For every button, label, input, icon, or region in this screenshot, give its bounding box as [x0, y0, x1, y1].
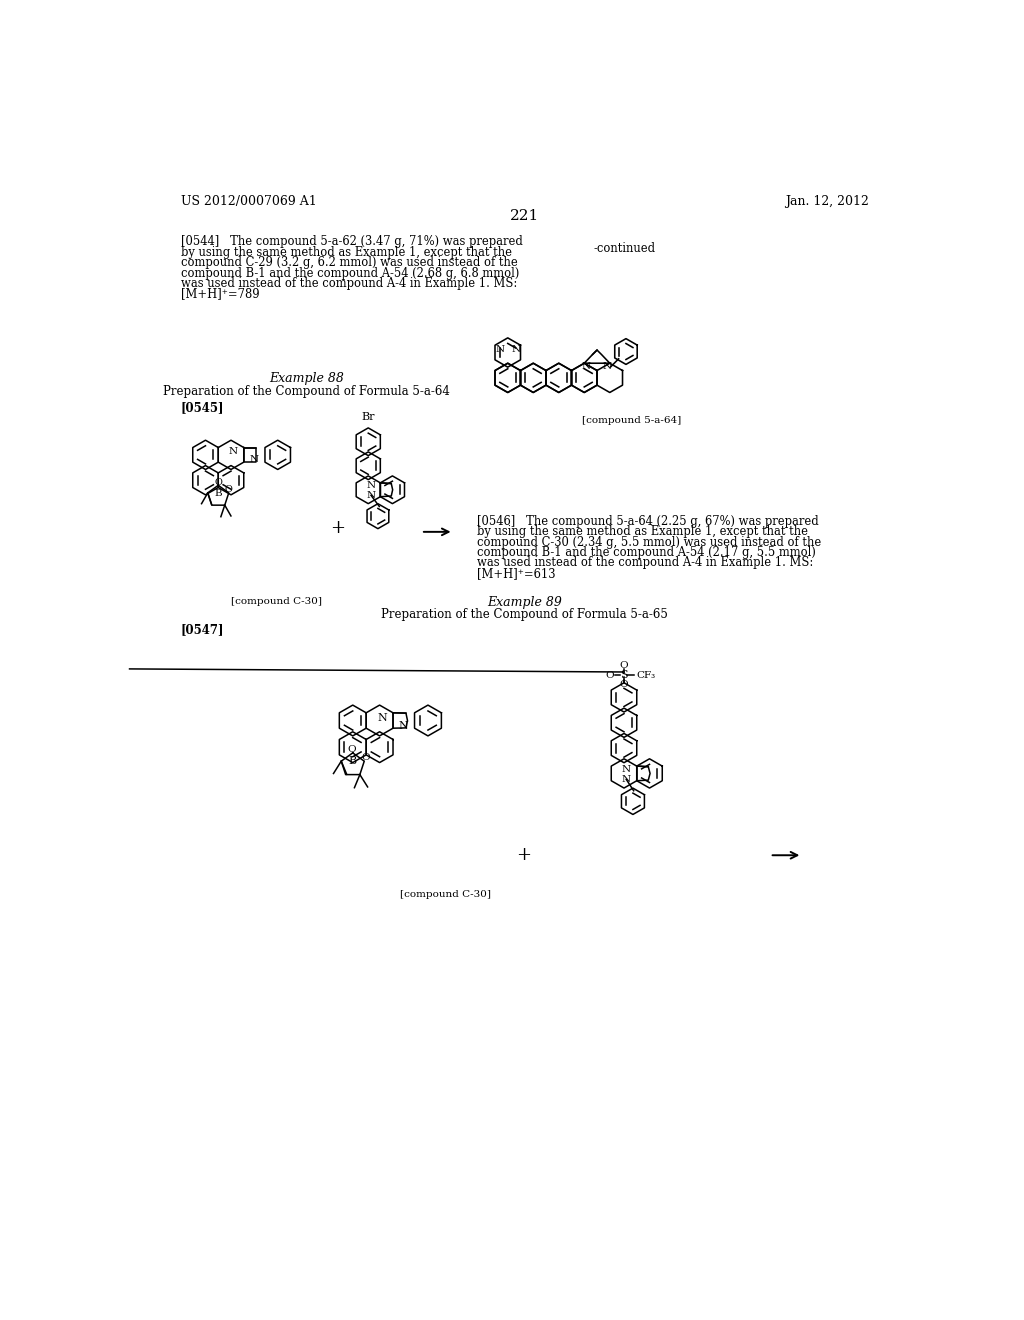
Text: N: N [511, 345, 520, 354]
Text: [0547]: [0547] [180, 623, 224, 636]
Text: S: S [621, 671, 628, 680]
Text: [0544]   The compound 5-a-62 (3.47 g, 71%) was prepared: [0544] The compound 5-a-62 (3.47 g, 71%)… [180, 235, 522, 248]
Text: N: N [622, 775, 631, 784]
Text: B: B [214, 488, 222, 498]
Text: O: O [225, 486, 232, 494]
Text: US 2012/0007069 A1: US 2012/0007069 A1 [180, 195, 316, 209]
Text: O: O [361, 752, 370, 762]
Text: B: B [349, 756, 356, 767]
Text: compound C-29 (3.2 g, 6.2 mmol) was used instead of the: compound C-29 (3.2 g, 6.2 mmol) was used… [180, 256, 517, 269]
Text: was used instead of the compound A-4 in Example 1. MS:: was used instead of the compound A-4 in … [477, 557, 813, 569]
Text: N: N [582, 363, 591, 371]
Text: compound B-1 and the compound A-54 (2.17 g, 5.5 mmol): compound B-1 and the compound A-54 (2.17… [477, 546, 816, 560]
Text: N: N [603, 363, 612, 371]
Text: by using the same method as Example 1, except that the: by using the same method as Example 1, e… [477, 525, 808, 539]
Text: compound B-1 and the compound A-54 (2.68 g, 6.8 mmol): compound B-1 and the compound A-54 (2.68… [180, 267, 519, 280]
Text: N: N [367, 480, 376, 490]
Text: O: O [620, 661, 629, 671]
Text: O: O [214, 478, 222, 487]
Text: [compound C-30]: [compound C-30] [400, 890, 492, 899]
Text: O: O [347, 744, 355, 754]
Text: +: + [516, 846, 530, 865]
Text: +: + [330, 519, 345, 537]
Text: O: O [606, 671, 614, 680]
Text: Preparation of the Compound of Formula 5-a-64: Preparation of the Compound of Formula 5… [163, 385, 450, 397]
Text: N: N [398, 721, 408, 731]
Text: by using the same method as Example 1, except that the: by using the same method as Example 1, e… [180, 246, 512, 259]
Text: [M+H]⁺=613: [M+H]⁺=613 [477, 566, 555, 579]
Text: N: N [250, 454, 259, 463]
Text: 221: 221 [510, 209, 540, 223]
Text: N: N [495, 345, 504, 354]
Text: N: N [367, 491, 376, 500]
Text: [0545]: [0545] [180, 401, 224, 414]
Text: [0546]   The compound 5-a-64 (2.25 g, 67%) was prepared: [0546] The compound 5-a-64 (2.25 g, 67%)… [477, 515, 818, 528]
Text: CF₃: CF₃ [636, 671, 655, 680]
Text: was used instead of the compound A-4 in Example 1. MS:: was used instead of the compound A-4 in … [180, 277, 517, 290]
Text: [compound C-30]: [compound C-30] [231, 598, 323, 606]
Text: N: N [377, 713, 387, 723]
Text: -continued: -continued [593, 242, 655, 255]
Text: N: N [622, 764, 631, 774]
Text: N: N [228, 447, 238, 457]
Text: Example 88: Example 88 [269, 372, 344, 385]
Text: Preparation of the Compound of Formula 5-a-65: Preparation of the Compound of Formula 5… [381, 609, 669, 622]
Text: O: O [620, 680, 629, 689]
Text: compound C-30 (2.34 g, 5.5 mmol) was used instead of the: compound C-30 (2.34 g, 5.5 mmol) was use… [477, 536, 821, 549]
Text: [M+H]⁺=789: [M+H]⁺=789 [180, 288, 259, 301]
Text: Example 89: Example 89 [487, 595, 562, 609]
Text: [compound 5-a-64]: [compound 5-a-64] [582, 416, 681, 425]
Text: Br: Br [361, 412, 375, 422]
Text: Jan. 12, 2012: Jan. 12, 2012 [785, 195, 869, 209]
